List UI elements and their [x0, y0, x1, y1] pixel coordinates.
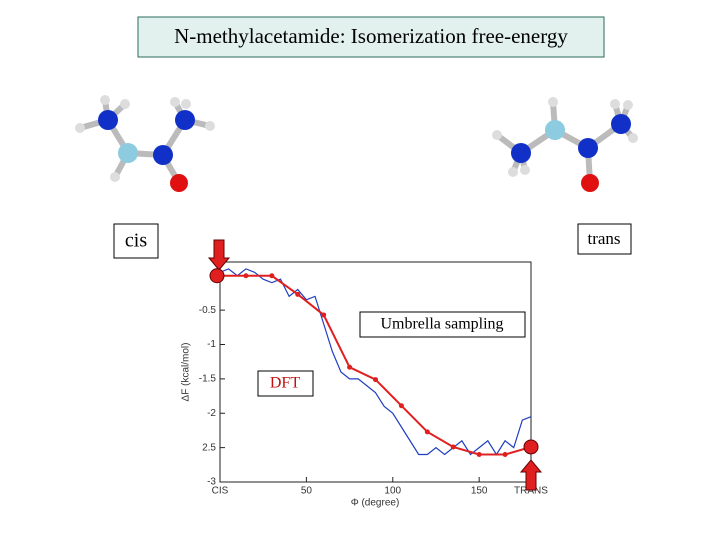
data-point: [523, 439, 539, 455]
slide-title: N-methylacetamide: Isomerization free-en…: [174, 24, 568, 48]
data-point: [373, 377, 378, 383]
y-tick-label: -0.5: [199, 305, 217, 316]
x-axis-label: Φ (degree): [351, 498, 400, 509]
x-tick-label: 100: [384, 486, 401, 497]
data-point: [476, 452, 482, 457]
data-point: [269, 273, 275, 279]
x-tick-label: 150: [471, 486, 488, 497]
data-point: [398, 403, 404, 409]
y-tick-label: -3: [207, 477, 216, 488]
data-point: [243, 273, 249, 279]
trans-box: [577, 223, 632, 255]
legend-label: DFT: [270, 375, 300, 392]
data-point: [502, 452, 508, 457]
y-tick-label: -2: [207, 408, 216, 419]
cis-label: cis: [125, 230, 147, 252]
trans-molecule: [492, 97, 638, 192]
data-point: [295, 291, 301, 297]
y-tick-label: 2.5: [202, 442, 216, 453]
data-point: [321, 312, 327, 318]
x-tick-label: 50: [301, 486, 313, 497]
data-point: [450, 444, 456, 450]
cis-arrow: [207, 239, 231, 271]
y-axis-label: ΔF (kcal/mol): [181, 343, 192, 402]
x-tick-label: CIS: [212, 486, 229, 497]
y-tick-label: -1: [207, 339, 216, 350]
data-point: [424, 429, 430, 435]
x-tick-label: TRANS: [514, 486, 548, 497]
title-box: [137, 16, 605, 58]
umbrella-label-box: [359, 311, 526, 338]
dft-label-box: [257, 370, 314, 397]
legend-label: Umbrella sampling: [380, 316, 503, 333]
trans-label: trans: [587, 229, 620, 248]
data-point: [347, 364, 353, 370]
series-line: [219, 268, 532, 456]
data-point: [209, 268, 225, 284]
cis-molecule: [75, 95, 215, 192]
trans-arrow: [519, 459, 543, 491]
cis-box: [113, 223, 159, 259]
y-tick-label: -1.5: [199, 374, 217, 385]
